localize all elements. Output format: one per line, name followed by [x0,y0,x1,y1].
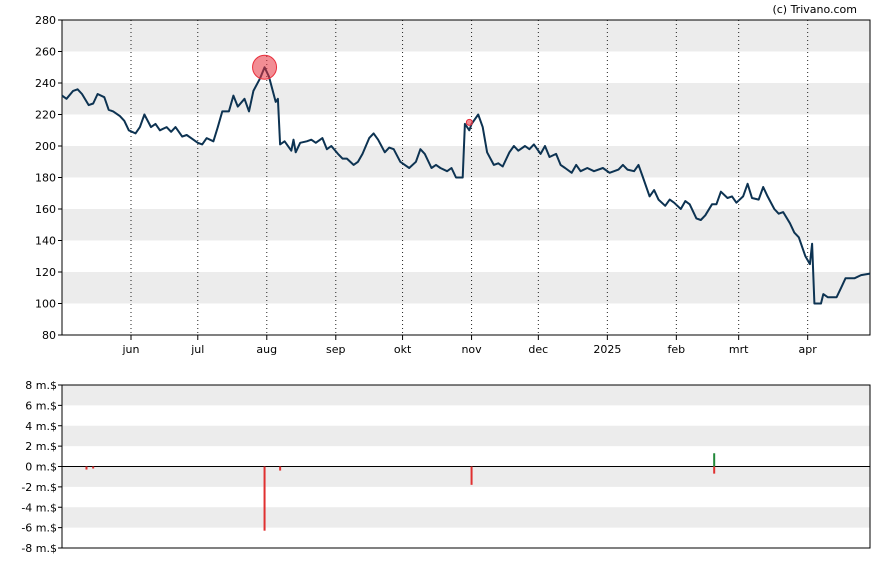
x-tick-label: jun [122,343,140,356]
x-tick-label: mrt [729,343,749,356]
y-tick-label: 180 [35,172,56,185]
x-tick-label: sep [326,343,345,356]
y-tick-label: -4 m.$ [21,501,57,514]
volume-bar [713,453,716,467]
y-tick-label: 80 [42,329,56,342]
y-tick-label: 240 [35,77,56,90]
volume-grid-band [62,425,870,447]
y-tick-label: 220 [35,109,56,122]
volume-bar [263,466,266,531]
y-tick-label: -8 m.$ [21,542,57,555]
volume-bar [85,466,88,470]
y-tick-label: -6 m.$ [21,522,57,535]
y-tick-label: 8 m.$ [25,379,57,392]
volume-bar [92,466,95,469]
y-tick-label: 200 [35,140,56,153]
volume-grid-band [62,507,870,528]
price-grid-band [62,83,870,115]
y-tick-label: 260 [35,46,56,59]
x-tick-label: feb [668,343,686,356]
volume-bar [279,466,282,471]
volume-grid-band [62,385,870,406]
price-line [61,66,871,305]
y-tick-label: -2 m.$ [21,481,57,494]
y-tick-label: 160 [35,203,56,216]
y-tick-label: 120 [35,266,56,279]
y-tick-label: 6 m.$ [25,399,57,412]
x-tick-label: aug [256,343,277,356]
y-tick-label: 140 [35,235,56,248]
x-tick-label: 2025 [593,343,621,356]
price-grid-band [62,20,870,52]
price-grid-band [62,209,870,241]
x-tick-label: dec [528,343,548,356]
y-tick-label: 100 [35,298,56,311]
x-tick-label: apr [799,343,818,356]
event-marker [252,54,278,80]
x-tick-label: jul [190,343,204,356]
y-tick-label: 280 [35,14,56,27]
y-tick-label: 0 m.$ [25,461,57,474]
credit-label: (c) Trivano.com [772,3,857,16]
volume-bar [713,466,716,474]
event-marker [465,118,473,126]
volume-grid-band [62,466,870,487]
price-grid-band [62,146,870,178]
x-tick-label: okt [394,343,412,356]
price-grid-band [62,272,870,304]
y-tick-label: 4 m.$ [25,420,57,433]
y-tick-label: 2 m.$ [25,440,57,453]
volume-bar [470,466,473,485]
x-tick-label: nov [461,343,482,356]
